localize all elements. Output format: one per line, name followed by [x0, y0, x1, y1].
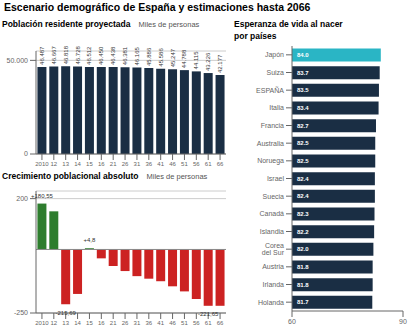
- html-text:por países: por países: [234, 31, 277, 41]
- svg-text:Israel: Israel: [267, 175, 285, 182]
- svg-text:81.7: 81.7: [297, 299, 309, 305]
- svg-text:46.818: 46.818: [63, 45, 69, 64]
- svg-text:16: 16: [98, 320, 105, 326]
- svg-text:83.7: 83.7: [297, 70, 309, 76]
- svg-text:82.4: 82.4: [297, 176, 309, 182]
- svg-text:82.0: 82.0: [297, 246, 309, 252]
- svg-text:12: 12: [50, 161, 57, 167]
- svg-text:-250: -250: [14, 309, 28, 316]
- svg-text:51: 51: [181, 161, 188, 167]
- svg-text:Francia: Francia: [261, 122, 284, 129]
- svg-text:0: 0: [24, 150, 28, 157]
- svg-text:44.115: 44.115: [193, 51, 199, 70]
- svg-text:36: 36: [145, 320, 152, 326]
- svg-text:46.438: 46.438: [110, 46, 116, 65]
- svg-text:82.7: 82.7: [297, 123, 309, 129]
- svg-text:41: 41: [157, 161, 164, 167]
- svg-text:41: 41: [157, 320, 164, 326]
- svg-text:13: 13: [62, 161, 69, 167]
- svg-text:82.5: 82.5: [297, 140, 309, 146]
- svg-text:Austria: Austria: [262, 263, 284, 270]
- svg-text:12: 12: [50, 320, 57, 326]
- svg-text:Suiza: Suiza: [266, 69, 284, 76]
- svg-text:+180,55: +180,55: [31, 193, 54, 199]
- svg-text:84.0: 84.0: [297, 52, 309, 58]
- svg-text:81.8: 81.8: [297, 282, 309, 288]
- svg-text:200: 200: [16, 195, 28, 202]
- svg-text:31: 31: [134, 161, 141, 167]
- svg-text:2010: 2010: [35, 161, 49, 167]
- svg-text:82.4: 82.4: [297, 193, 309, 199]
- svg-text:46.728: 46.728: [75, 45, 81, 64]
- svg-text:61: 61: [205, 161, 212, 167]
- svg-text:50.000: 50.000: [8, 57, 28, 64]
- svg-text:21: 21: [110, 161, 117, 167]
- svg-text:15: 15: [86, 320, 93, 326]
- svg-text:21: 21: [110, 320, 117, 326]
- svg-text:26: 26: [122, 161, 129, 167]
- svg-text:60: 60: [288, 318, 296, 325]
- svg-text:15: 15: [86, 161, 93, 167]
- svg-text:81.8: 81.8: [297, 264, 309, 270]
- svg-text:82.5: 82.5: [297, 158, 309, 164]
- svg-text:51: 51: [181, 320, 188, 326]
- svg-text:14: 14: [74, 320, 81, 326]
- svg-text:83.4: 83.4: [297, 105, 309, 111]
- svg-text:13: 13: [62, 320, 69, 326]
- svg-text:31: 31: [134, 320, 141, 326]
- svg-text:46.450: 46.450: [98, 46, 104, 65]
- svg-text:Holanda: Holanda: [258, 299, 284, 306]
- svg-text:46.512: 46.512: [86, 46, 92, 65]
- html-text:Miles de personas: Miles de personas: [146, 172, 208, 181]
- svg-text:46.667: 46.667: [51, 46, 57, 65]
- svg-text:83.5: 83.5: [297, 87, 309, 93]
- svg-text:Japón: Japón: [265, 51, 284, 59]
- html-text:Miles de personas: Miles de personas: [138, 20, 200, 29]
- svg-text:Italia: Italia: [269, 104, 284, 111]
- svg-text:66: 66: [217, 320, 224, 326]
- svg-text:46.381: 46.381: [122, 46, 128, 65]
- svg-text:90: 90: [399, 318, 405, 325]
- svg-text:36: 36: [145, 161, 152, 167]
- svg-text:Coreadel Sur: Coreadel Sur: [262, 242, 285, 256]
- svg-text:-221,65: -221,65: [198, 311, 219, 317]
- svg-text:44.788: 44.788: [181, 49, 187, 68]
- svg-text:46.487: 46.487: [39, 46, 45, 65]
- svg-text:Canadá: Canadá: [259, 210, 284, 217]
- svg-text:Irlanda: Irlanda: [263, 281, 285, 288]
- html-text:Escenario demográfico de Españ: Escenario demográfico de España y estima…: [4, 1, 311, 13]
- svg-text:82.2: 82.2: [297, 229, 309, 235]
- svg-text:14: 14: [74, 161, 81, 167]
- svg-text:ESPAÑA: ESPAÑA: [256, 86, 284, 94]
- svg-text:66: 66: [217, 161, 224, 167]
- svg-text:2010: 2010: [35, 320, 49, 326]
- svg-text:45.886: 45.886: [146, 47, 152, 66]
- svg-text:Islandia: Islandia: [260, 228, 284, 235]
- svg-text:-215,69: -215,69: [56, 310, 77, 316]
- svg-text:43.226: 43.226: [205, 52, 211, 71]
- svg-text:56: 56: [193, 161, 200, 167]
- svg-text:46: 46: [169, 161, 176, 167]
- svg-text:16: 16: [98, 161, 105, 167]
- html-text:Crecimiento poblacional absolu: Crecimiento poblacional absoluto: [2, 171, 139, 181]
- svg-text:+4,8: +4,8: [84, 237, 97, 243]
- svg-text:61: 61: [205, 320, 212, 326]
- svg-text:45.247: 45.247: [170, 48, 176, 67]
- html-text:Población residente proyectada: Población residente proyectada: [2, 19, 131, 29]
- svg-text:26: 26: [122, 320, 129, 326]
- svg-text:45.586: 45.586: [158, 48, 164, 67]
- svg-text:42.177: 42.177: [217, 54, 223, 73]
- svg-text:Noruega: Noruega: [257, 157, 284, 165]
- svg-text:46.165: 46.165: [134, 47, 140, 66]
- svg-text:56: 56: [193, 320, 200, 326]
- svg-text:Suecia: Suecia: [263, 193, 285, 200]
- html-text:Esperanza de vida al nacer: Esperanza de vida al nacer: [234, 19, 343, 29]
- svg-text:46: 46: [169, 320, 176, 326]
- svg-text:Australia: Australia: [257, 140, 284, 147]
- svg-text:82.3: 82.3: [297, 211, 309, 217]
